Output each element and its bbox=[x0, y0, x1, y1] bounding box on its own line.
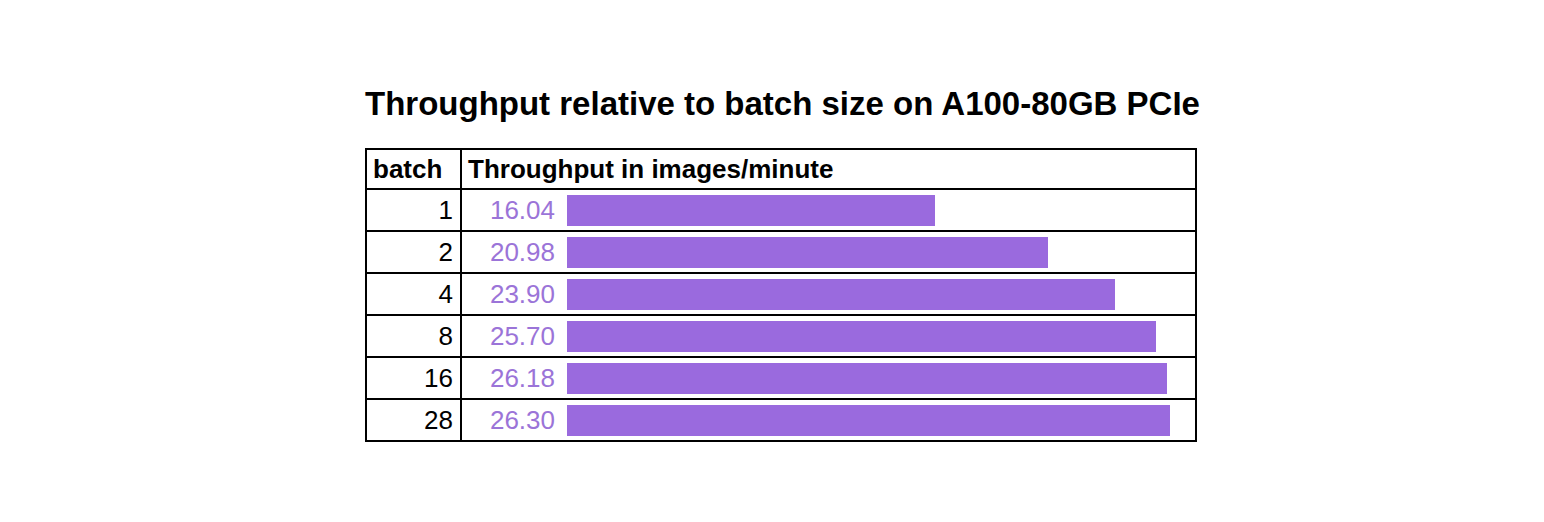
column-header-throughput: Throughput in images/minute bbox=[461, 149, 1196, 189]
table-row: 2 20.98 bbox=[366, 231, 1196, 273]
table-row: 28 26.30 bbox=[366, 399, 1196, 441]
table-row: 16 26.18 bbox=[366, 357, 1196, 399]
batch-value: 28 bbox=[366, 399, 461, 441]
batch-value: 16 bbox=[366, 357, 461, 399]
batch-value: 1 bbox=[366, 189, 461, 231]
throughput-bar bbox=[567, 279, 1115, 310]
throughput-value: 16.04 bbox=[462, 195, 555, 226]
table-row: 8 25.70 bbox=[366, 315, 1196, 357]
throughput-bar bbox=[567, 237, 1048, 268]
page: Throughput relative to batch size on A10… bbox=[0, 0, 1544, 522]
throughput-table: batch Throughput in images/minute 1 16.0… bbox=[365, 148, 1197, 442]
throughput-bar bbox=[567, 363, 1167, 394]
throughput-value: 26.30 bbox=[462, 405, 555, 436]
table-row: 4 23.90 bbox=[366, 273, 1196, 315]
batch-value: 4 bbox=[366, 273, 461, 315]
throughput-bar bbox=[567, 195, 935, 226]
throughput-value: 25.70 bbox=[462, 321, 555, 352]
batch-value: 8 bbox=[366, 315, 461, 357]
chart-title: Throughput relative to batch size on A10… bbox=[365, 86, 1195, 122]
throughput-value: 20.98 bbox=[462, 237, 555, 268]
header-row: batch Throughput in images/minute bbox=[366, 149, 1196, 189]
batch-value: 2 bbox=[366, 231, 461, 273]
throughput-value: 23.90 bbox=[462, 279, 555, 310]
column-header-batch: batch bbox=[366, 149, 461, 189]
throughput-bar bbox=[567, 405, 1170, 436]
throughput-bar bbox=[567, 321, 1156, 352]
table-row: 1 16.04 bbox=[366, 189, 1196, 231]
throughput-value: 26.18 bbox=[462, 363, 555, 394]
